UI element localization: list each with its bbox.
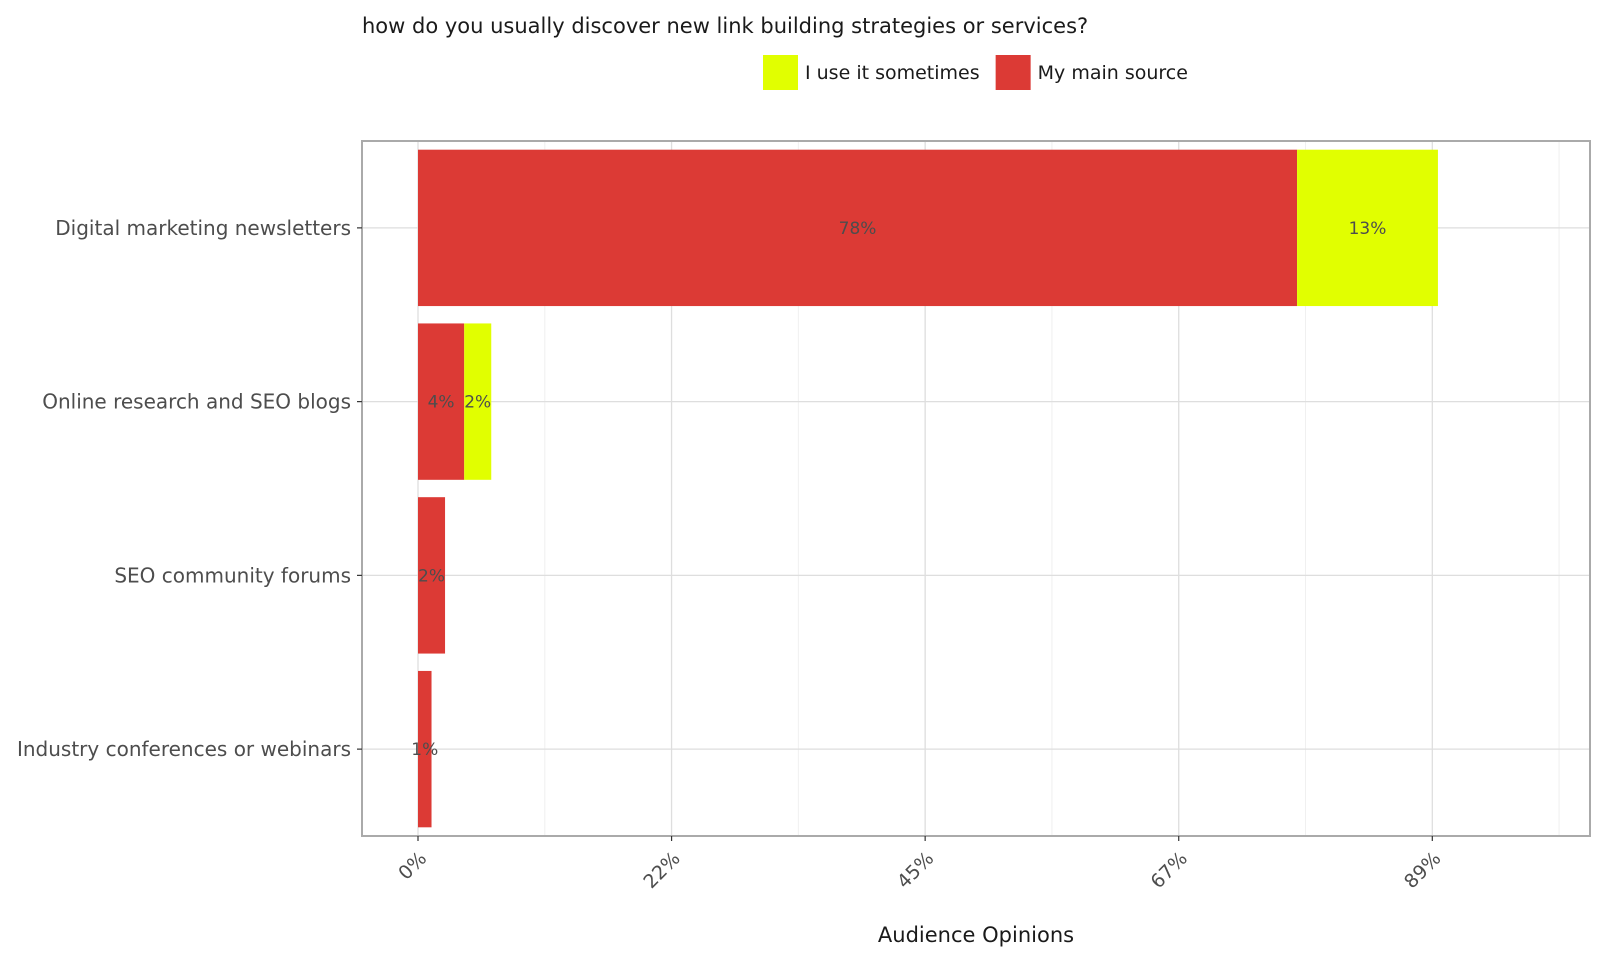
legend-label: My main source [1038, 62, 1188, 84]
legend-swatch [763, 55, 798, 90]
bar-segment [1297, 149, 1438, 307]
data-label: 2% [418, 566, 445, 586]
y-tick-label: Digital marketing newsletters [55, 216, 351, 240]
bar-segment [418, 149, 1298, 307]
y-tick-label: Industry conferences or webinars [17, 737, 351, 761]
y-axis-labels: Digital marketing newsletters Online rese… [17, 216, 362, 761]
x-axis-title: Audience Opinions [878, 923, 1074, 947]
data-label: 78% [839, 219, 877, 239]
x-tick-label: 45% [893, 848, 938, 893]
data-label: 4% [428, 393, 455, 413]
legend-label: I use it sometimes [805, 62, 980, 84]
y-tick-label: SEO community forums [114, 563, 351, 587]
x-tick-label: 22% [639, 848, 684, 893]
bars: 78% 13% 4% 2% 2% 1% [411, 149, 1438, 828]
x-tick-label: 89% [1400, 848, 1445, 893]
legend-swatch [995, 55, 1031, 90]
bar-segment [418, 323, 465, 480]
x-tick-label: 0% [394, 848, 431, 885]
y-tick-label: Online research and SEO blogs [42, 390, 351, 414]
bar-segment [464, 323, 492, 480]
bar-segment [418, 497, 446, 654]
chart-title: how do you usually discover new link bui… [362, 14, 1088, 38]
bar-segment [418, 670, 432, 828]
data-label: 2% [464, 393, 491, 413]
legend: I use it sometimes My main source [763, 55, 1188, 90]
x-tick-label: 67% [1146, 848, 1191, 893]
data-label: 1% [411, 740, 438, 760]
x-axis-ticks: 0% 22% 45% 67% 89% [394, 836, 1445, 893]
data-label: 13% [1349, 219, 1387, 239]
